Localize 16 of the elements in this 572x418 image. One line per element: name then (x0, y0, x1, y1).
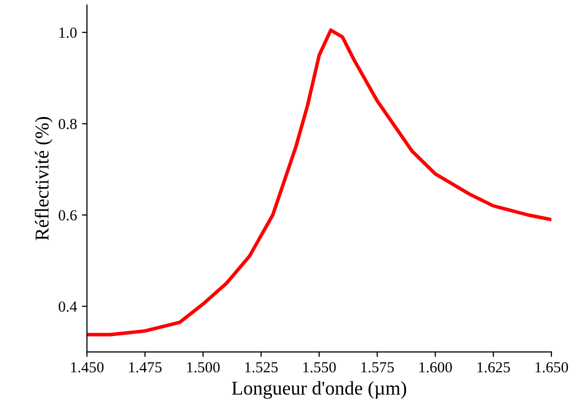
y-tick-label: 0.8 (58, 118, 77, 130)
y-tick-label: 0.6 (58, 210, 77, 221)
line-series (86, 28, 552, 336)
x-tick-label: 1.525 (245, 362, 278, 372)
x-tick-label: 1.500 (187, 362, 220, 372)
x-tick-label: 1.650 (536, 362, 568, 372)
x-tick-label: 1.625 (478, 362, 510, 372)
x-tick-label: 1.550 (303, 362, 336, 372)
x-tick-label: 1.450 (71, 362, 104, 372)
x-tick-label: 1.475 (129, 362, 162, 372)
x-tick-label: 1.600 (419, 362, 452, 372)
x-tick-label: 1.575 (361, 362, 394, 372)
y-tick-label: 1.0 (59, 28, 77, 38)
x-axis-title: Longueur d'onde (µm) (232, 381, 406, 399)
y-tick-label: 0.4 (58, 301, 77, 312)
y-axis-title: Réflectivité (%) (34, 116, 53, 240)
